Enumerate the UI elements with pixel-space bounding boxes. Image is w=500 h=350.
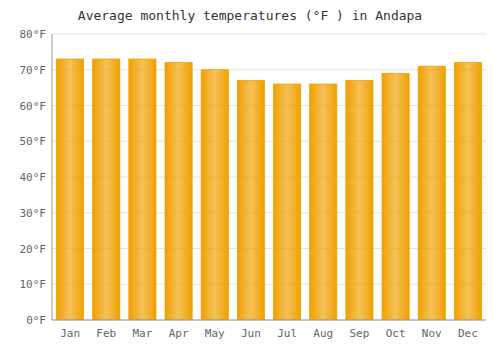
- y-tick-label: 40°F: [20, 171, 47, 184]
- x-tick-label: Nov: [422, 327, 442, 340]
- grid-line: [52, 34, 486, 35]
- y-tick-label: 10°F: [20, 278, 47, 291]
- y-tick-label: 70°F: [20, 64, 47, 77]
- bar: [382, 73, 409, 320]
- x-tick-label: Mar: [132, 327, 152, 340]
- x-tick-label: Jul: [277, 327, 297, 340]
- y-tick-label: 50°F: [20, 135, 47, 148]
- x-tick-label: May: [205, 327, 225, 340]
- x-axis-line: [52, 320, 486, 321]
- title: Average monthly temperatures (°F ) in An…: [78, 8, 422, 23]
- grid: [52, 34, 486, 320]
- bar: [274, 84, 301, 320]
- x-tick-label: Aug: [313, 327, 333, 340]
- bar: [418, 66, 445, 320]
- x-tick-label: Apr: [169, 327, 189, 340]
- y-tick-label: 0°F: [26, 314, 46, 327]
- chart: Average monthly temperatures (°F ) in An…: [0, 0, 500, 350]
- x-tick-label: Jan: [60, 327, 80, 340]
- x-tick-label: Jun: [241, 327, 261, 340]
- grid-line: [52, 320, 486, 321]
- x-tick-label: Dec: [458, 327, 478, 340]
- bar: [310, 84, 337, 320]
- bar: [201, 70, 228, 320]
- x-tick-label: Sep: [349, 327, 369, 340]
- bar: [129, 59, 156, 320]
- bar: [237, 80, 264, 320]
- bars: [57, 59, 482, 320]
- y-tick-label: 30°F: [20, 207, 47, 220]
- bar: [165, 63, 192, 320]
- x-tick-label: Oct: [386, 327, 406, 340]
- y-axis-line: [52, 34, 53, 320]
- y-tick-label: 80°F: [20, 28, 47, 41]
- bar: [454, 63, 481, 320]
- y-tick-label: 20°F: [20, 243, 47, 256]
- bar: [93, 59, 120, 320]
- y-tick-label: 60°F: [20, 100, 47, 113]
- bar: [57, 59, 84, 320]
- x-tick-label: Feb: [96, 327, 116, 340]
- bar: [346, 80, 373, 320]
